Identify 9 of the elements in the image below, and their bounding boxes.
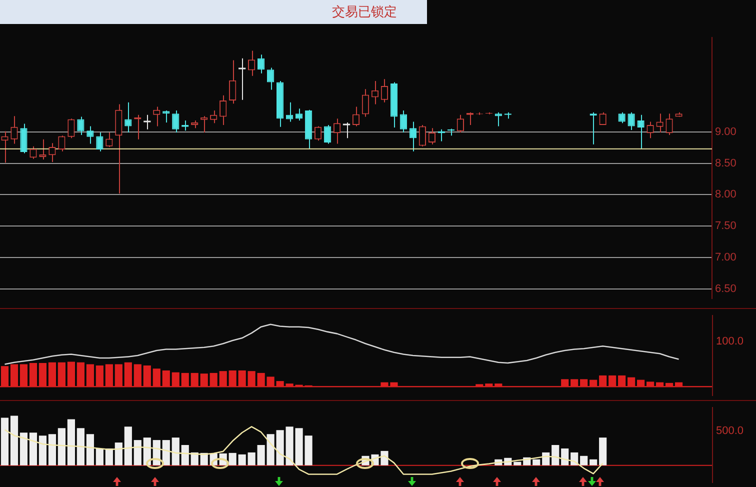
text: 100.0 — [716, 336, 744, 348]
chart-title: 交易已锁定 — [332, 4, 397, 21]
y-tick-label: 6.50 — [715, 283, 736, 296]
y-tick-label: 7.00 — [715, 252, 736, 264]
y-tick-label: 9.00 — [715, 126, 736, 138]
y-tick-label: 8.50 — [715, 157, 736, 170]
y-tick-label: 8.00 — [715, 188, 736, 201]
text: 500.0 — [716, 425, 744, 438]
y-tick-label: 7.50 — [715, 220, 736, 232]
